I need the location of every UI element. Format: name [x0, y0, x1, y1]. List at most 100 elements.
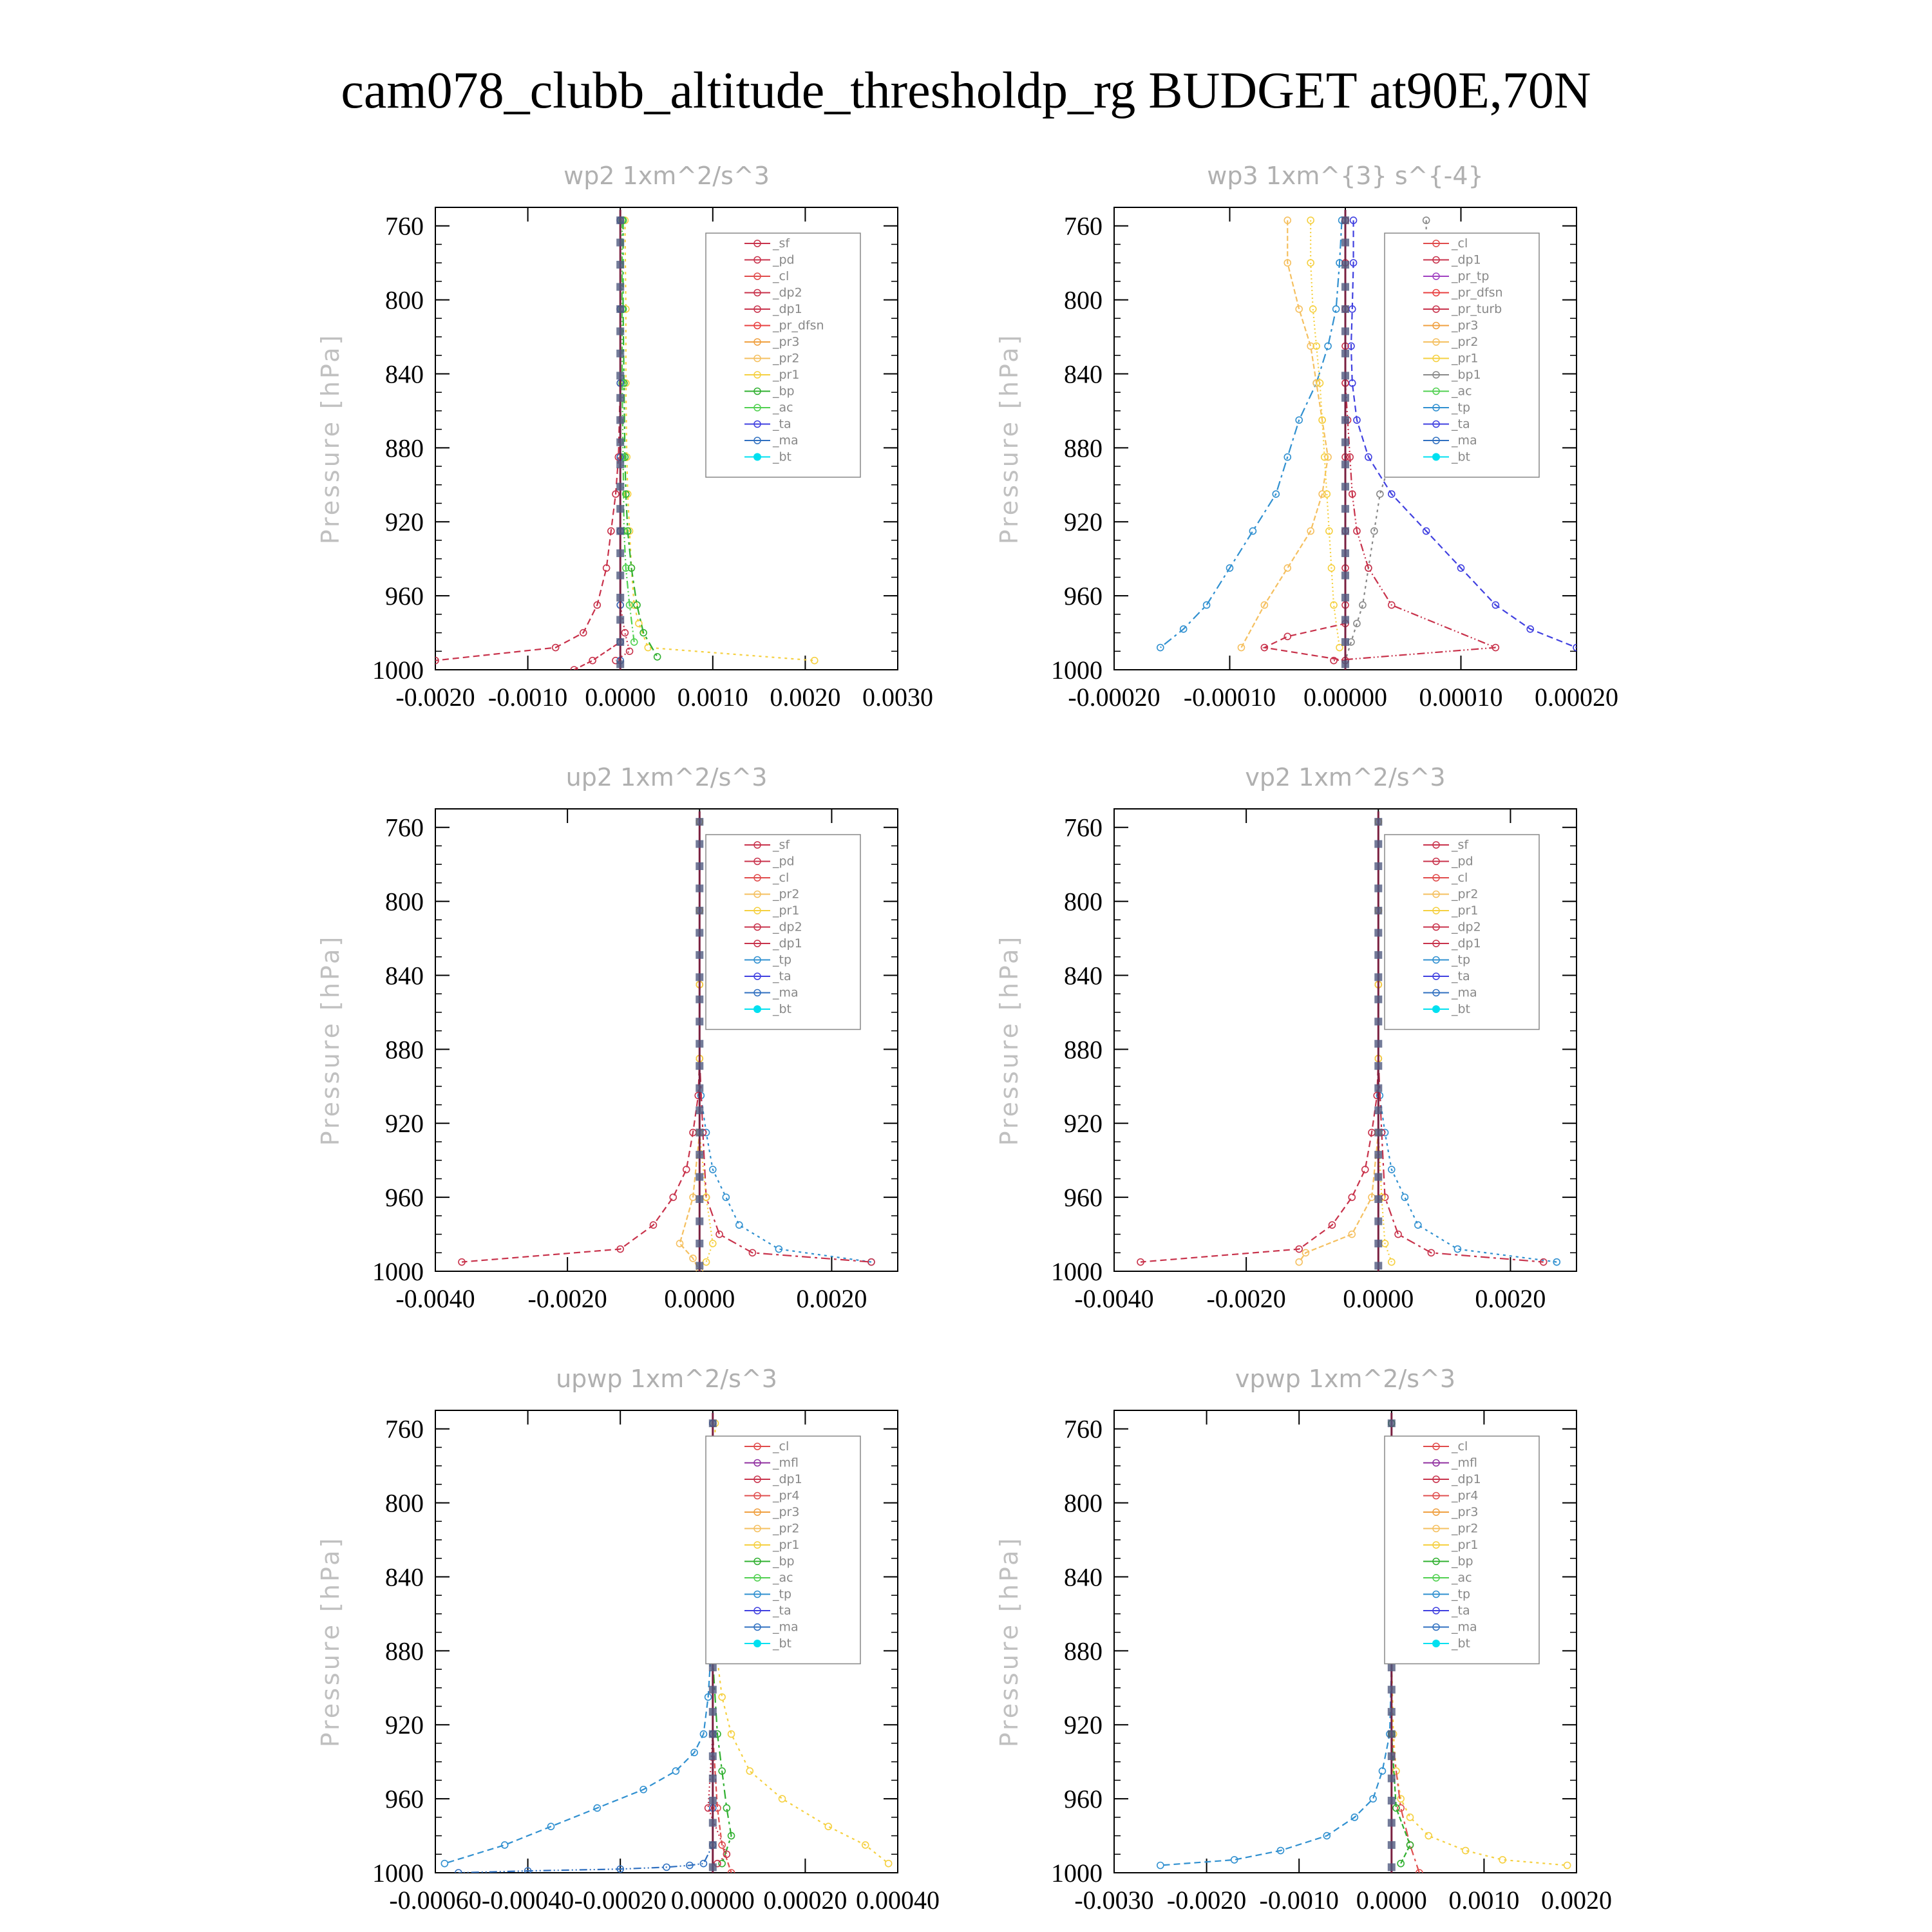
- data-point: [633, 601, 641, 609]
- data-point: [1272, 490, 1280, 498]
- data-point: [1179, 625, 1188, 633]
- zero-marker: [1374, 884, 1383, 893]
- legend-label: _pr_turb: [1451, 302, 1502, 316]
- y-tick-label: 760: [385, 1415, 424, 1444]
- zero-marker: [696, 1173, 704, 1181]
- data-point: [1323, 1832, 1331, 1840]
- data-point: [1295, 305, 1303, 313]
- data-point: [702, 1258, 710, 1266]
- zero-marker: [1341, 216, 1349, 225]
- data-point: [709, 1240, 717, 1247]
- series-line-tp: [1160, 1423, 1392, 1866]
- series-line-dp1: [435, 220, 621, 661]
- data-point: [1323, 490, 1331, 498]
- zero-marker: [696, 1128, 704, 1137]
- data-point: [723, 1804, 731, 1812]
- zero-marker: [616, 527, 625, 535]
- panel-title: upwp 1xm^2/s^3: [556, 1365, 777, 1393]
- data-point: [690, 1748, 698, 1757]
- data-point: [1376, 490, 1384, 498]
- legend-marker: [1432, 289, 1440, 297]
- x-tick-label: -0.00060: [389, 1886, 481, 1915]
- zero-marker: [616, 505, 625, 513]
- legend-marker: [1432, 1574, 1440, 1582]
- legend-marker: [1432, 1590, 1440, 1598]
- zero-marker: [616, 372, 625, 380]
- data-point: [1309, 305, 1317, 313]
- data-point: [1312, 342, 1320, 350]
- data-point: [1202, 601, 1211, 609]
- legend-marker: [1432, 1541, 1440, 1549]
- y-tick-label: 760: [385, 212, 424, 241]
- zero-marker: [696, 973, 704, 981]
- zero-marker: [616, 482, 625, 491]
- data-point: [1324, 453, 1332, 461]
- y-axis-label: Pressure [hPa]: [995, 934, 1023, 1146]
- x-tick-label: -0.0040: [395, 1284, 475, 1313]
- zero-marker: [1387, 1708, 1396, 1716]
- legend-label: _pr2: [1451, 887, 1478, 902]
- data-point: [1346, 453, 1354, 461]
- zero-marker: [1387, 1819, 1396, 1827]
- data-point: [1324, 342, 1332, 350]
- data-point: [1422, 527, 1430, 535]
- legend-label: _pr1: [1451, 1538, 1478, 1552]
- legend-label: _bt: [772, 1002, 791, 1016]
- y-tick-label: 840: [385, 1562, 424, 1591]
- zero-marker: [1341, 527, 1349, 535]
- legend-marker: [1432, 1492, 1440, 1500]
- legend-label: _ma: [1451, 986, 1477, 1000]
- zero-marker: [616, 393, 625, 402]
- legend-label: _ta: [772, 417, 791, 431]
- panel-title: vpwp 1xm^2/s^3: [1235, 1365, 1455, 1393]
- zero-marker: [696, 1262, 704, 1270]
- legend-marker: [753, 956, 761, 964]
- legend-label: _tp: [1451, 401, 1470, 415]
- x-tick-label: 0.00000: [671, 1886, 755, 1915]
- data-point: [1295, 416, 1303, 424]
- y-tick-label: 840: [385, 359, 424, 388]
- legend-label: _dp2: [772, 920, 802, 934]
- chart-panel-6: vpwp 1xm^2/s^3 Pressure [hPa] 760 800 840 880…: [995, 1365, 1612, 1915]
- legend-marker: [753, 1574, 761, 1582]
- legend-label: _sf: [772, 236, 790, 251]
- data-point: [775, 1245, 783, 1253]
- legend-label: _dp1: [1451, 1472, 1481, 1486]
- zero-marker: [1374, 818, 1383, 826]
- zero-marker: [1387, 1774, 1396, 1783]
- x-tick-label: 0.0020: [796, 1284, 867, 1313]
- y-tick-label: 800: [1064, 286, 1103, 315]
- data-point: [1388, 1166, 1396, 1173]
- data-point: [1394, 1230, 1402, 1238]
- zero-marker: [696, 1151, 704, 1159]
- legend-marker: [753, 972, 761, 980]
- data-point: [551, 643, 560, 652]
- x-tick-label: 0.00000: [1303, 683, 1387, 712]
- data-point: [1307, 527, 1314, 535]
- x-tick-label: 0.0010: [1448, 1886, 1519, 1915]
- legend-label: _tp: [772, 1587, 791, 1602]
- legend-marker: [1432, 890, 1440, 898]
- legend-marker: [1432, 874, 1440, 882]
- y-tick-label: 760: [385, 813, 424, 842]
- y-tick-label: 760: [1064, 813, 1103, 842]
- series-line-ac: [621, 220, 635, 643]
- legend-marker: [1432, 1607, 1440, 1615]
- data-point: [639, 629, 647, 637]
- data-point: [1332, 305, 1340, 313]
- data-point: [1414, 1221, 1422, 1229]
- data-point: [1137, 1258, 1144, 1266]
- zero-marker: [696, 951, 704, 959]
- x-tick-label: 0.0020: [1541, 1886, 1612, 1915]
- legend-label: _pr3: [772, 1505, 799, 1519]
- legend-label: _pr4: [1451, 1489, 1478, 1503]
- x-tick-label: -0.0040: [1074, 1284, 1153, 1313]
- legend-label: _ac: [772, 401, 793, 415]
- x-tick-label: -0.0020: [1206, 1284, 1285, 1313]
- legend-label: _cl: [1451, 871, 1468, 885]
- series-line-pr2: [1298, 822, 1379, 1263]
- legend-marker: [1432, 1557, 1440, 1566]
- y-tick-label: 840: [1064, 1562, 1103, 1591]
- x-tick-label: 0.0000: [1343, 1284, 1414, 1313]
